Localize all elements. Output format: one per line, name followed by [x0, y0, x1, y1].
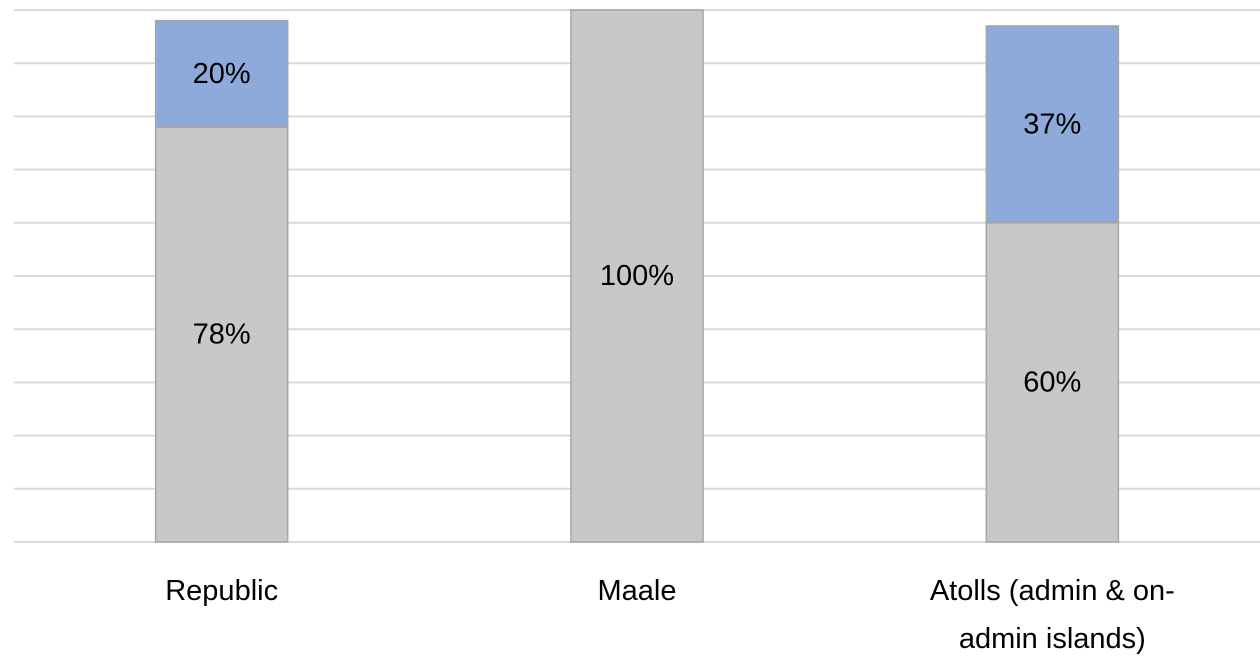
bar-segment	[985, 25, 1120, 224]
bar-segment	[154, 126, 289, 543]
category-label: Atolls (admin & on-admin islands)	[930, 575, 1175, 655]
data-label: 100%	[600, 260, 674, 292]
data-label: 78%	[193, 319, 251, 351]
category-labels: Republic Maale Atolls (admin & on-admin is…	[165, 575, 1175, 655]
data-label: 37%	[1023, 108, 1081, 140]
bar-segment	[570, 9, 704, 543]
bars	[154, 9, 1120, 543]
data-label: 60%	[1023, 366, 1081, 398]
category-label: Maale	[598, 575, 677, 607]
category-label-line: admin islands)	[959, 623, 1146, 655]
category-label-line: Republic	[165, 575, 278, 607]
data-labels: 78% 20% 100% 60% 37%	[193, 58, 1082, 399]
bar-segment	[985, 222, 1120, 543]
data-label: 20%	[193, 58, 251, 90]
bar-segment	[154, 19, 289, 128]
category-label: Republic	[165, 575, 278, 607]
category-label-line: Atolls (admin & on-	[930, 575, 1175, 607]
category-label-line: Maale	[598, 575, 677, 607]
